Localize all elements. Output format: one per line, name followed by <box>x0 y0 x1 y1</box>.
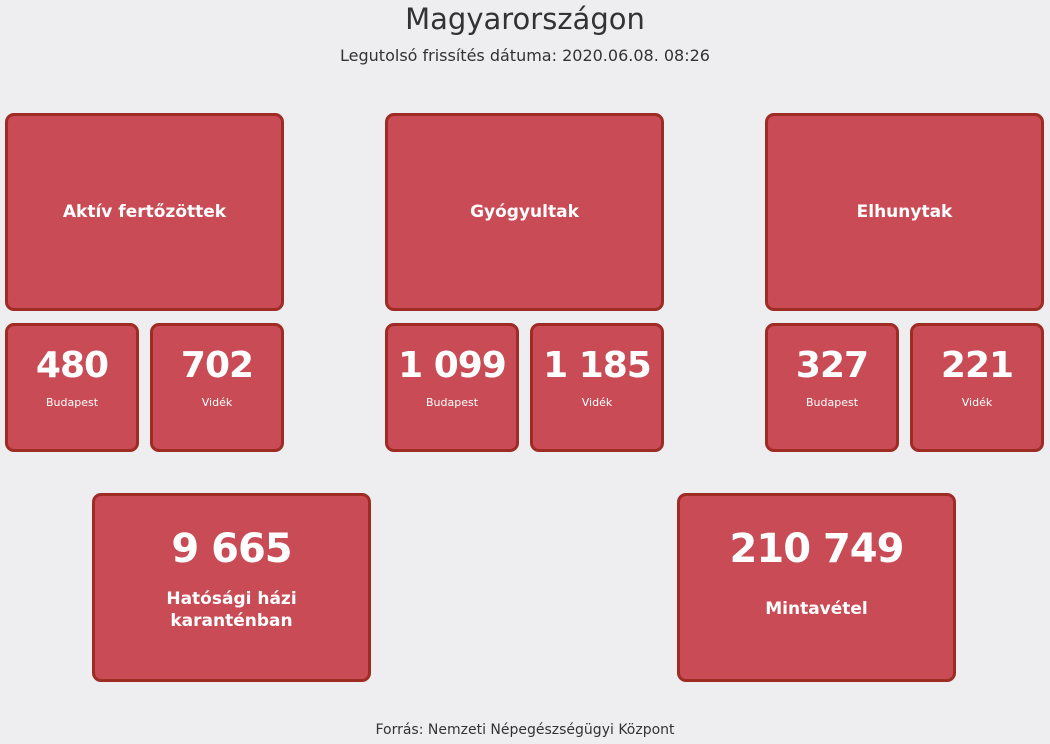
card-deceased-title: Elhunytak <box>765 113 1044 311</box>
card-samples: 210 749 Mintavétel <box>677 493 956 682</box>
card-quarantine: 9 665 Hatósági házi karanténban <box>92 493 371 682</box>
stat-label: Vidék <box>581 396 613 409</box>
stat-value: 9 665 <box>171 526 292 572</box>
stat-value: 1 099 <box>398 345 507 386</box>
stat-label: Mintavétel <box>765 599 868 619</box>
card-active-budapest: 480 Budapest <box>5 323 139 452</box>
card-deceased-videk: 221 Vidék <box>910 323 1044 452</box>
card-recovered-budapest: 1 099 Budapest <box>385 323 519 452</box>
card-recovered-videk: 1 185 Vidék <box>530 323 664 452</box>
stat-label: Budapest <box>805 396 859 409</box>
card-title: Gyógyultak <box>470 202 579 222</box>
card-title: Elhunytak <box>856 202 953 222</box>
stat-label: Vidék <box>961 396 993 409</box>
card-active-title: Aktív fertőzöttek <box>5 113 284 311</box>
last-updated: Legutolsó frissítés dátuma: 2020.06.08. … <box>340 46 710 65</box>
stat-value: 327 <box>795 345 869 386</box>
stat-value: 210 749 <box>729 526 905 572</box>
card-active-videk: 702 Vidék <box>150 323 284 452</box>
stat-label: Budapest <box>45 396 99 409</box>
stat-value: 221 <box>940 345 1014 386</box>
source-footer: Forrás: Nemzeti Népegészségügyi Központ <box>375 722 675 738</box>
stat-value: 702 <box>180 345 254 386</box>
stat-value: 1 185 <box>543 345 652 386</box>
stat-label: Hatósági házi karanténban <box>166 589 297 631</box>
card-deceased-budapest: 327 Budapest <box>765 323 899 452</box>
card-title: Aktív fertőzöttek <box>62 202 227 222</box>
card-recovered-title: Gyógyultak <box>385 113 664 311</box>
stat-value: 480 <box>35 345 109 386</box>
page-title: Magyarországon <box>405 2 645 36</box>
stat-label: Budapest <box>425 396 479 409</box>
stat-label: Vidék <box>201 396 233 409</box>
